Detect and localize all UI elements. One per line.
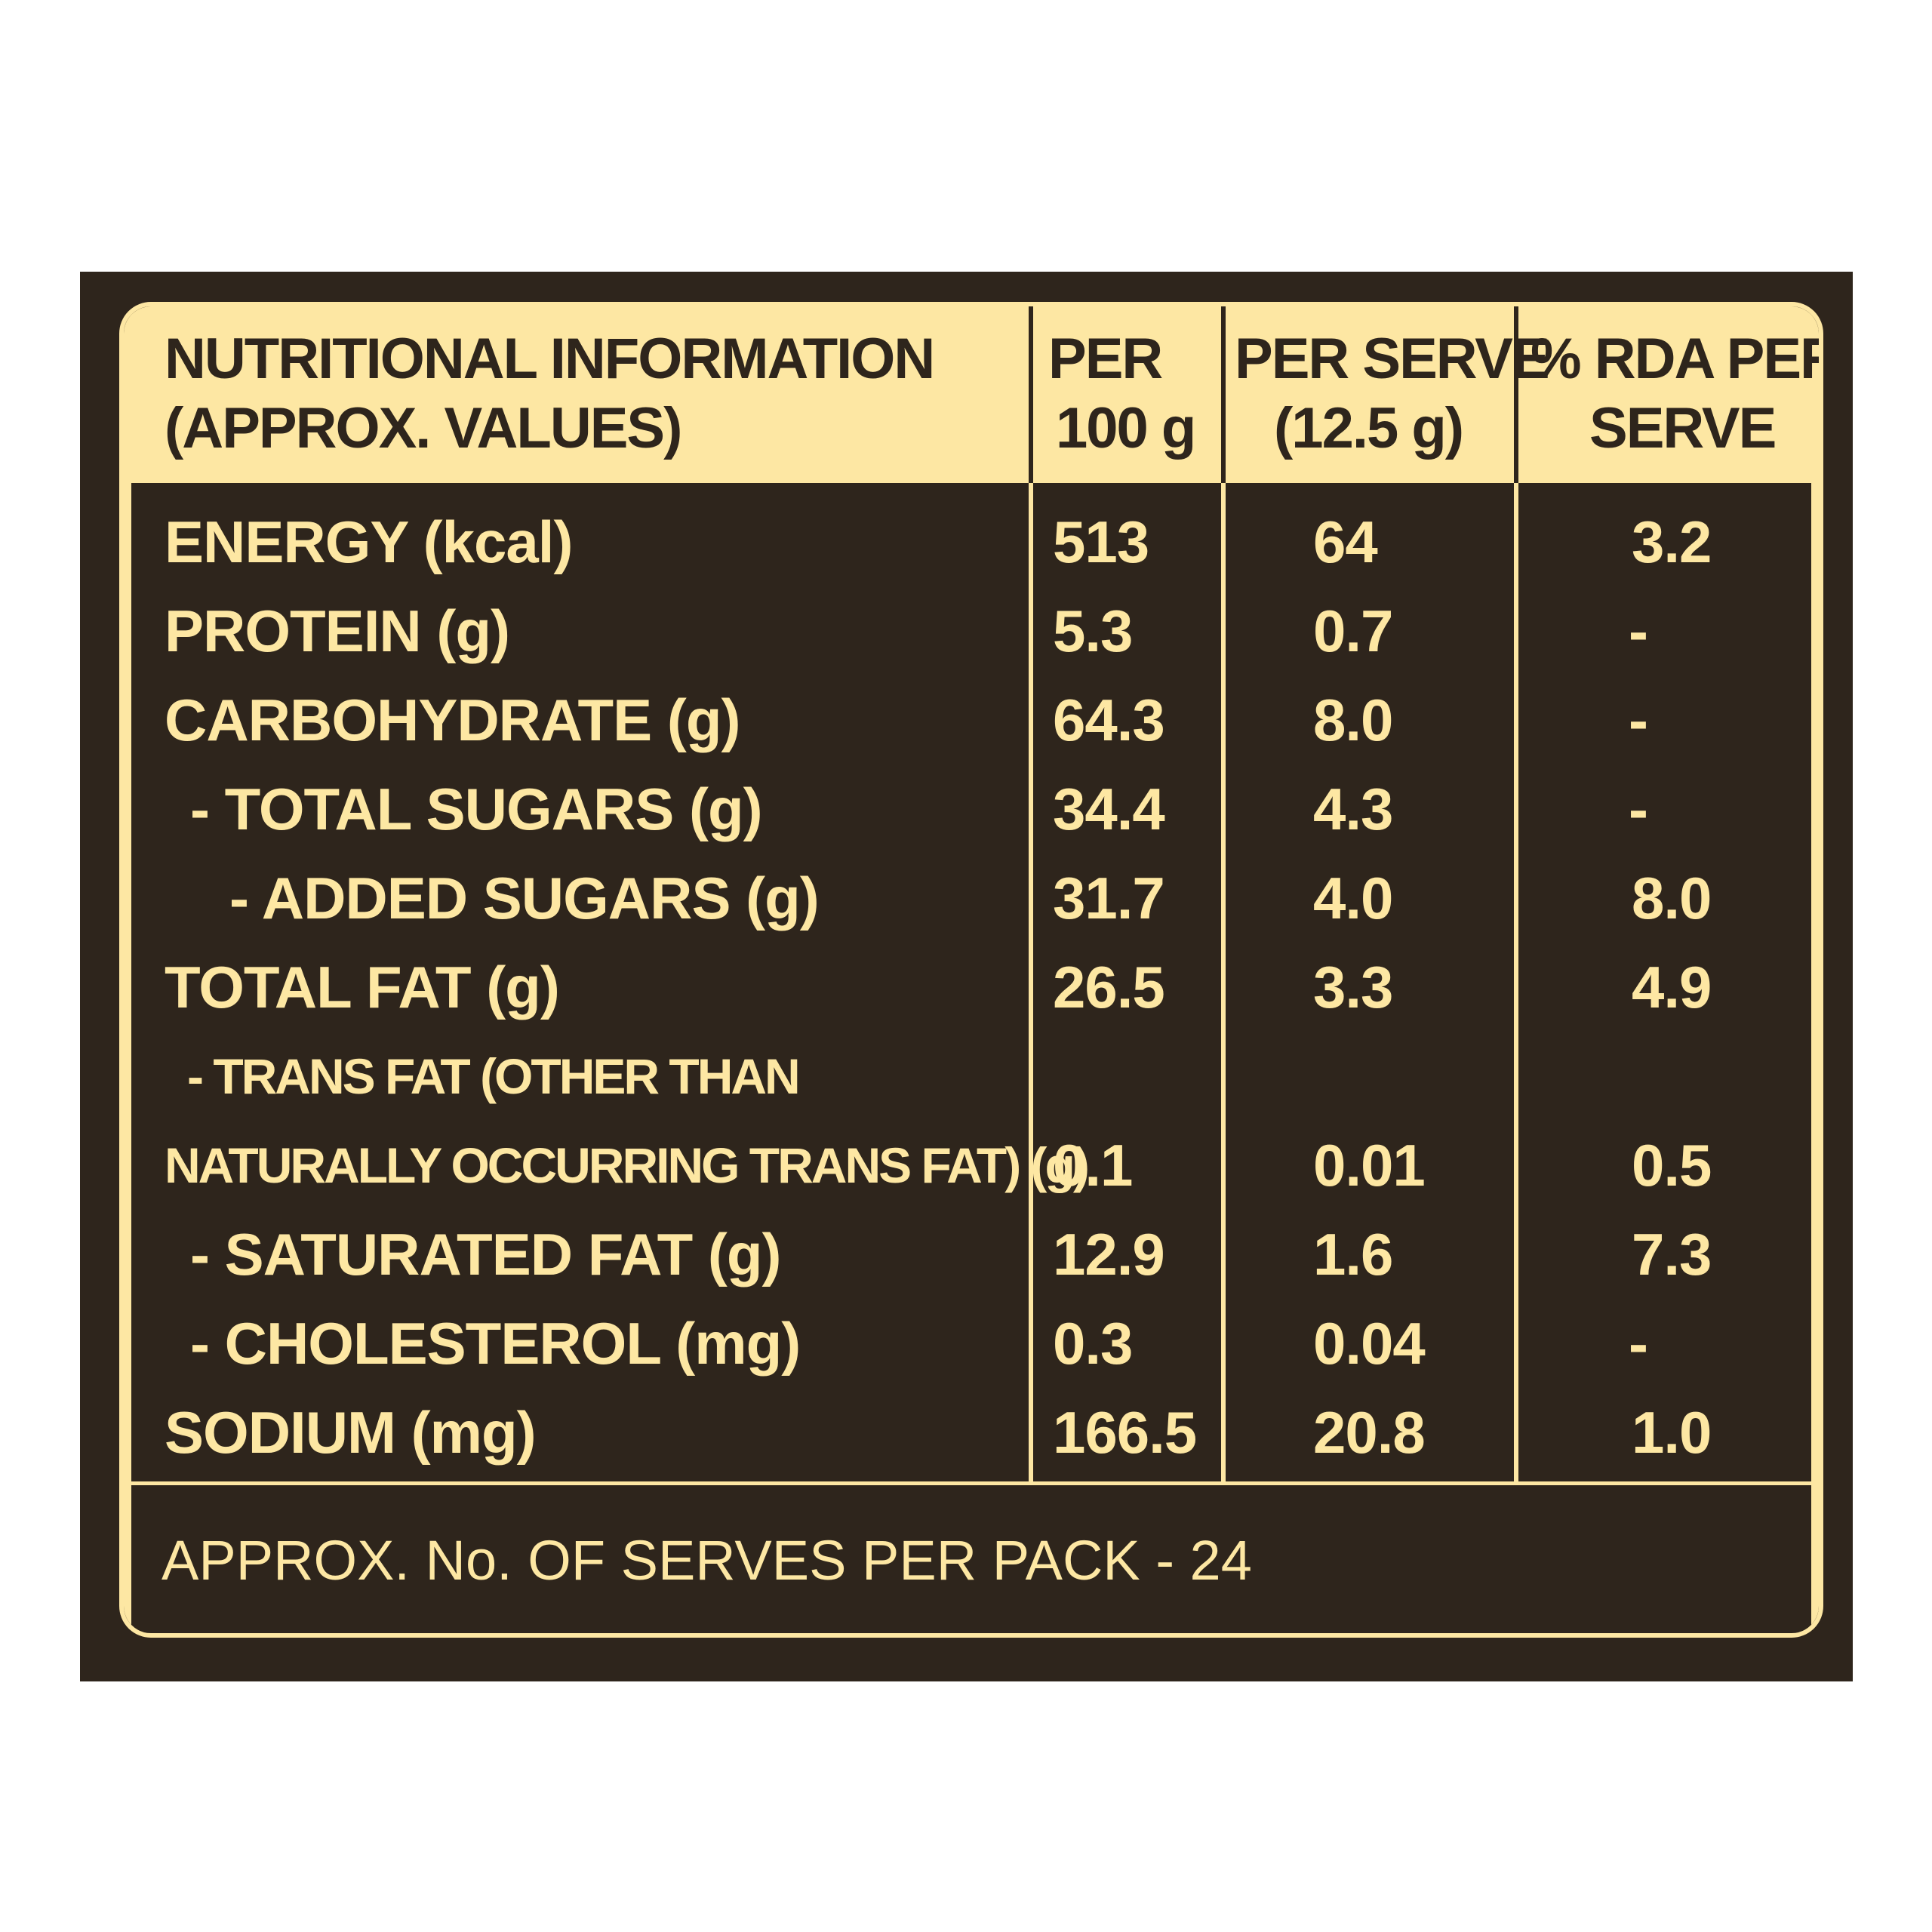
row-rda-sodium: 1.0: [1632, 1399, 1712, 1466]
row-per100-cholesterol: 0.3: [1053, 1310, 1133, 1377]
row-per100-energy: 513: [1053, 509, 1149, 575]
row-label-total-sugars: - TOTAL SUGARS (g): [190, 776, 763, 842]
row-perserve-total-fat: 3.3: [1313, 954, 1393, 1020]
row-rda-total-sugars: -: [1629, 776, 1648, 842]
row-perserve-trans-fat: 0.01: [1313, 1132, 1426, 1198]
header-rda-line1: % RDA PER: [1531, 327, 1823, 391]
row-per100-total-fat: 26.5: [1053, 954, 1165, 1020]
row-rda-added-sugars: 8.0: [1632, 865, 1712, 931]
row-per100-carbohydrate: 64.3: [1053, 687, 1165, 753]
nutrition-panel: [80, 272, 1853, 1681]
column-divider: [1221, 483, 1226, 1484]
row-rda-carbohydrate: -: [1629, 687, 1648, 753]
header-divider: [1221, 306, 1226, 483]
row-rda-total-fat: 4.9: [1632, 954, 1712, 1020]
row-perserve-added-sugars: 4.0: [1313, 865, 1393, 931]
row-label-added-sugars: - ADDED SUGARS (g): [229, 865, 820, 931]
row-label-protein: PROTEIN (g): [165, 598, 510, 664]
row-rda-saturated-fat: 7.3: [1632, 1221, 1712, 1287]
row-label-saturated-fat: - SATURATED FAT (g): [190, 1221, 782, 1287]
row-label-total-fat: TOTAL FAT (g): [165, 954, 560, 1020]
header-divider: [1514, 306, 1518, 483]
right-border-accent: [1811, 483, 1819, 1633]
row-rda-trans-fat: 0.5: [1632, 1132, 1712, 1198]
servings-per-pack: APPROX. No. OF SERVES PER PACK - 24: [162, 1529, 1252, 1592]
row-perserve-protein: 0.7: [1313, 598, 1393, 664]
row-label-trans-fat-line2: NATURALLY OCCURRING TRANS FAT) (g): [165, 1137, 1090, 1193]
footer-divider: [124, 1481, 1819, 1485]
row-perserve-saturated-fat: 1.6: [1313, 1221, 1393, 1287]
header-perserve-line2: (12.5 g): [1274, 396, 1464, 460]
row-label-sodium: SODIUM (mg): [165, 1399, 537, 1466]
row-per100-protein: 5.3: [1053, 598, 1133, 664]
column-divider: [1029, 483, 1033, 1484]
row-per100-trans-fat: 0.1: [1053, 1132, 1133, 1198]
row-perserve-carbohydrate: 8.0: [1313, 687, 1393, 753]
row-perserve-total-sugars: 4.3: [1313, 776, 1393, 842]
column-divider: [1514, 483, 1518, 1484]
row-rda-cholesterol: -: [1629, 1310, 1648, 1377]
row-perserve-cholesterol: 0.04: [1313, 1310, 1426, 1377]
left-border-accent: [124, 483, 131, 1633]
header-per100-line1: PER: [1048, 327, 1163, 391]
row-rda-protein: -: [1629, 598, 1648, 664]
row-per100-added-sugars: 31.7: [1053, 865, 1165, 931]
header-title-line1: NUTRITIONAL INFORMATION: [165, 327, 935, 391]
row-per100-sodium: 166.5: [1053, 1399, 1197, 1466]
header-title-line2: (APPROX. VALUES): [165, 396, 682, 460]
header-perserve-line1: PER SERVE: [1235, 327, 1550, 391]
table-header: NUTRITIONAL INFORMATION (APPROX. VALUES)…: [124, 306, 1819, 483]
row-perserve-energy: 64: [1313, 509, 1378, 575]
header-divider: [1029, 306, 1033, 483]
row-rda-energy: 3.2: [1632, 509, 1712, 575]
nutrition-table: NUTRITIONAL INFORMATION (APPROX. VALUES)…: [119, 302, 1823, 1638]
row-label-carbohydrate: CARBOHYDRATE (g): [165, 687, 740, 753]
row-perserve-sodium: 20.8: [1313, 1399, 1426, 1466]
row-per100-saturated-fat: 12.9: [1053, 1221, 1165, 1287]
row-per100-total-sugars: 34.4: [1053, 776, 1165, 842]
row-label-cholesterol: - CHOLESTEROL (mg): [190, 1310, 801, 1377]
header-per100-line2: 100 g: [1056, 396, 1196, 460]
row-label-energy: ENERGY (kcal): [165, 509, 573, 575]
header-rda-line2: SERVE: [1589, 396, 1777, 460]
row-label-trans-fat-line1: - TRANS FAT (OTHER THAN: [187, 1048, 801, 1104]
